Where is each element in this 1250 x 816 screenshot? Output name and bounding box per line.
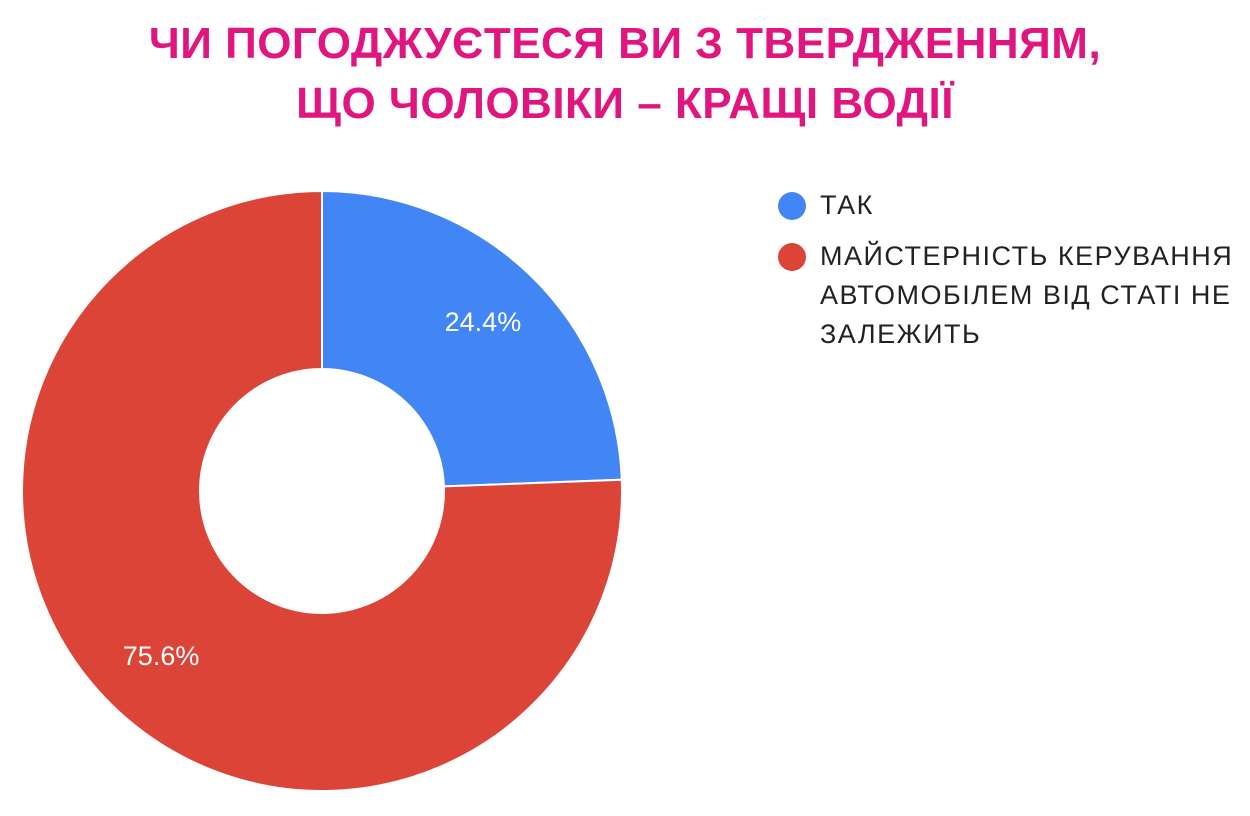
pie-slice-tak [321, 189, 623, 488]
data-label-gender-independent: 75.6% [123, 641, 200, 671]
legend-label-gender-independent: МАЙСТЕРНІСТЬ КЕРУВАННЯ АВТОМОБІЛЕМ ВІД С… [820, 241, 1234, 349]
chart-title-line-1: ЧИ ПОГОДЖУЄТЕСЯ ВИ З ТВЕРДЖЕННЯМ, [148, 19, 1102, 68]
legend-item-tak: ТАК [778, 186, 1238, 225]
legend-swatch-gender-independent [778, 243, 806, 271]
legend-item-gender-independent: МАЙСТЕРНІСТЬ КЕРУВАННЯ АВТОМОБІЛЕМ ВІД С… [778, 237, 1238, 354]
pie-slice-gender-independent [21, 189, 623, 792]
data-label-tak: 24.4% [445, 307, 522, 337]
chart-legend: ТАК МАЙСТЕРНІСТЬ КЕРУВАННЯ АВТОМОБІЛЕМ В… [778, 186, 1238, 366]
legend-label-tak: ТАК [820, 190, 874, 220]
legend-swatch-tak [778, 192, 806, 220]
chart-title: ЧИ ПОГОДЖУЄТЕСЯ ВИ З ТВЕРДЖЕННЯМ, ЩО ЧОЛ… [0, 14, 1250, 134]
chart-title-line-2: ЩО ЧОЛОВІКИ – КРАЩІ ВОДІЇ [296, 79, 954, 128]
